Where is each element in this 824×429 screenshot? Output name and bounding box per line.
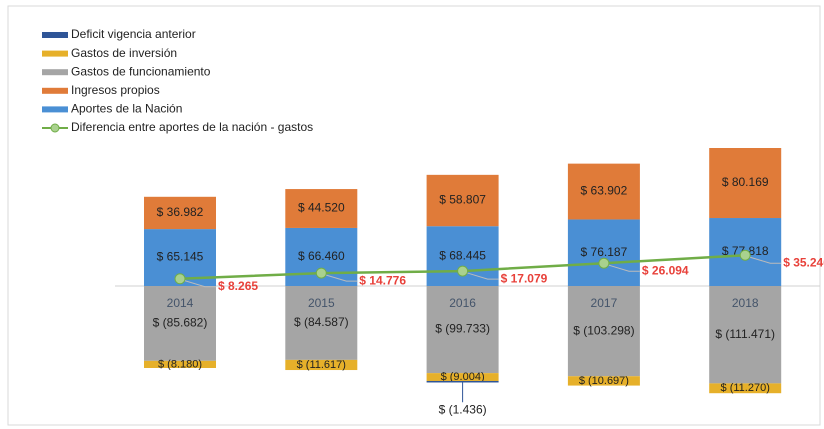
line-label: $ 14.776 bbox=[359, 273, 406, 287]
data-label: $ (103.298) bbox=[573, 323, 634, 337]
bar-segment bbox=[285, 286, 358, 360]
leader-line bbox=[608, 264, 640, 272]
legend-swatch bbox=[42, 50, 68, 57]
bar-segment bbox=[426, 380, 499, 383]
bar-segment bbox=[567, 163, 640, 220]
category-label: 2017 bbox=[591, 296, 618, 310]
data-label: $ (99.733) bbox=[435, 322, 490, 336]
line-label: $ 35.246 bbox=[783, 255, 824, 269]
leader-line bbox=[467, 272, 499, 280]
data-label: $ (1.436) bbox=[439, 402, 487, 416]
line-marker bbox=[174, 273, 186, 285]
bar-segment bbox=[144, 360, 216, 368]
bar-segment bbox=[285, 359, 358, 371]
bar-segment bbox=[426, 286, 499, 374]
legend-label: Aportes de la Nación bbox=[71, 102, 182, 116]
legend-marker bbox=[50, 123, 60, 133]
data-label: $ (11.270) bbox=[721, 382, 770, 394]
bar-segment bbox=[709, 286, 782, 384]
legend-swatch bbox=[42, 69, 68, 76]
legend-swatch bbox=[42, 106, 68, 113]
bar-segment bbox=[426, 373, 499, 381]
line-marker bbox=[598, 257, 610, 269]
data-label: $ (10.697) bbox=[579, 375, 629, 387]
data-label: $ 68.445 bbox=[439, 248, 486, 262]
legend-swatch bbox=[42, 87, 68, 94]
bar-segment bbox=[426, 174, 499, 227]
legend-label: Gastos de inversión bbox=[71, 46, 177, 60]
legend-swatch bbox=[42, 32, 68, 38]
bar-segment bbox=[709, 148, 782, 219]
data-label: $ 36.982 bbox=[157, 205, 204, 219]
category-label: 2016 bbox=[449, 296, 476, 310]
leader-line bbox=[184, 280, 216, 288]
leader-line bbox=[750, 256, 782, 264]
data-label: $ 58.807 bbox=[439, 193, 486, 207]
bar-segment bbox=[144, 196, 216, 230]
data-label: $ 44.520 bbox=[298, 201, 345, 215]
data-label: $ (11.617) bbox=[297, 359, 346, 371]
data-label: $ 76.187 bbox=[581, 245, 628, 259]
data-label: $ (84.587) bbox=[294, 315, 349, 329]
bar-segment bbox=[567, 286, 640, 377]
line-marker bbox=[315, 267, 327, 279]
data-label: $ 66.460 bbox=[298, 249, 345, 263]
legend-label: Ingresos propios bbox=[71, 83, 160, 97]
leader-line bbox=[326, 274, 358, 282]
category-label: 2014 bbox=[167, 296, 194, 310]
data-label: $ (8.180) bbox=[158, 358, 202, 370]
chart-frame bbox=[7, 5, 821, 426]
bar-segment bbox=[709, 383, 782, 394]
data-label: $ (111.471) bbox=[715, 327, 775, 341]
data-label: $ (85.682) bbox=[153, 316, 208, 330]
legend-label: Gastos de funcionamiento bbox=[71, 64, 211, 78]
line-label: $ 26.094 bbox=[642, 263, 689, 277]
bar-segment bbox=[567, 376, 640, 386]
line-marker bbox=[739, 249, 751, 261]
data-label: $ (9.004) bbox=[441, 371, 485, 383]
bar-segment bbox=[285, 189, 358, 228]
legend-label: Diferencia entre aportes de la nación - … bbox=[71, 120, 313, 134]
category-label: 2018 bbox=[732, 296, 759, 310]
legend-label: Deficit vigencia anterior bbox=[71, 27, 196, 41]
data-label: $ 63.902 bbox=[581, 184, 628, 198]
data-label: $ 80.169 bbox=[722, 175, 769, 189]
line-marker bbox=[457, 265, 469, 277]
category-label: 2015 bbox=[308, 296, 335, 310]
bar-segment bbox=[144, 286, 216, 361]
line-label: $ 17.079 bbox=[501, 271, 548, 285]
data-label: $ 65.145 bbox=[157, 250, 204, 264]
bar-segment bbox=[567, 219, 640, 286]
line-label: $ 8.265 bbox=[218, 279, 258, 293]
